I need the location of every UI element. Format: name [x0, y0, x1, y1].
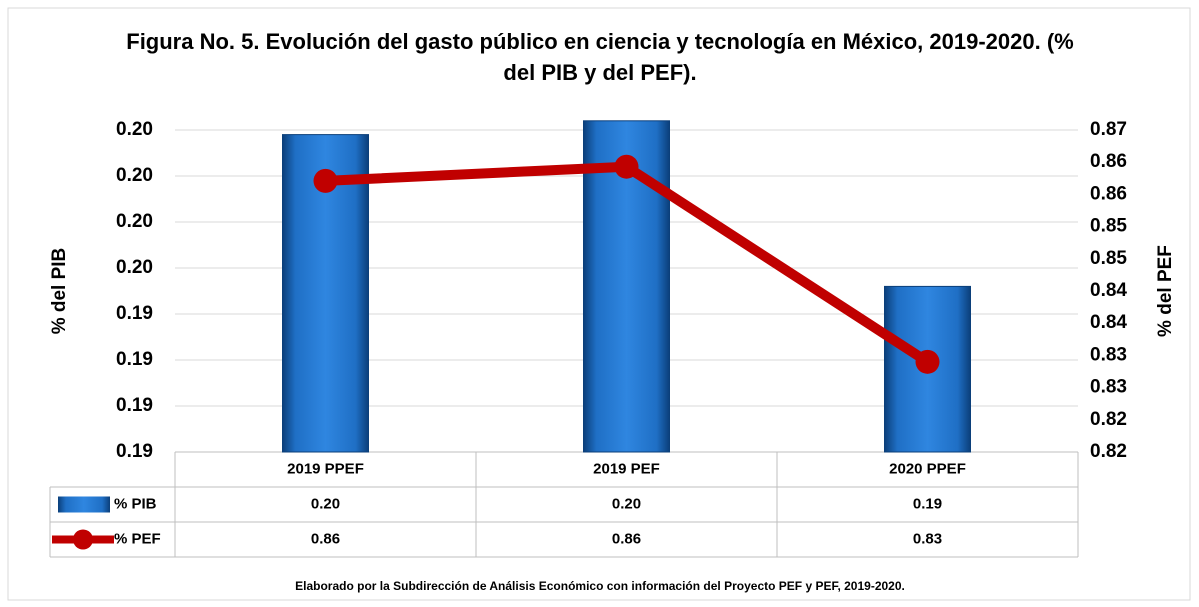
legend-label: % PEF — [114, 530, 161, 547]
y2-tick-label: 0.83 — [1090, 377, 1127, 398]
y2-tick-label: 0.83 — [1090, 344, 1127, 365]
table-value: 0.83 — [913, 530, 942, 547]
table-value: 0.86 — [612, 530, 641, 547]
legend-key — [73, 529, 93, 550]
table-value: 0.86 — [311, 530, 340, 547]
y-tick-label: 0.20 — [116, 211, 153, 232]
line-marker — [614, 154, 639, 179]
y2-tick-label: 0.84 — [1090, 312, 1127, 333]
y2-tick-label: 0.82 — [1090, 409, 1127, 430]
footnote: Elaborado por la Subdirección de Análisi… — [295, 579, 905, 593]
y-tick-label: 0.19 — [116, 349, 153, 370]
table-value: 0.20 — [612, 495, 641, 512]
y-tick-label: 0.19 — [116, 303, 153, 324]
legend-key — [58, 496, 110, 513]
y-tick-label: 0.20 — [116, 119, 153, 140]
line-marker — [313, 168, 338, 193]
y-tick-label: 0.20 — [116, 165, 153, 186]
chart-title: Figura No. 5. Evolución del gasto públic… — [126, 29, 1074, 85]
y2-tick-label: 0.84 — [1090, 280, 1127, 301]
y2-tick-label: 0.86 — [1090, 151, 1127, 172]
y2-tick-label: 0.87 — [1090, 119, 1127, 140]
y2-tick-label: 0.85 — [1090, 216, 1127, 237]
line-marker — [915, 349, 940, 374]
x-tick-label: 2019 PEF — [593, 460, 660, 477]
y2-axis-title: % del PEF — [1155, 245, 1176, 337]
y-axis-title: % del PIB — [49, 248, 70, 335]
x-tick-label: 2019 PPEF — [287, 460, 364, 477]
table-value: 0.19 — [913, 495, 942, 512]
title-box: Figura No. 5. Evolución del gasto públic… — [126, 29, 1074, 85]
y-tick-label: 0.20 — [116, 257, 153, 278]
y2-tick-label: 0.85 — [1090, 248, 1127, 269]
x-tick-label: 2020 PPEF — [889, 460, 966, 477]
y-tick-label: 0.19 — [116, 441, 153, 462]
y2-tick-label: 0.82 — [1090, 441, 1127, 462]
legend-label: % PIB — [114, 495, 157, 512]
y2-tick-label: 0.86 — [1090, 183, 1127, 204]
y-tick-label: 0.19 — [116, 395, 153, 416]
table-value: 0.20 — [311, 495, 340, 512]
